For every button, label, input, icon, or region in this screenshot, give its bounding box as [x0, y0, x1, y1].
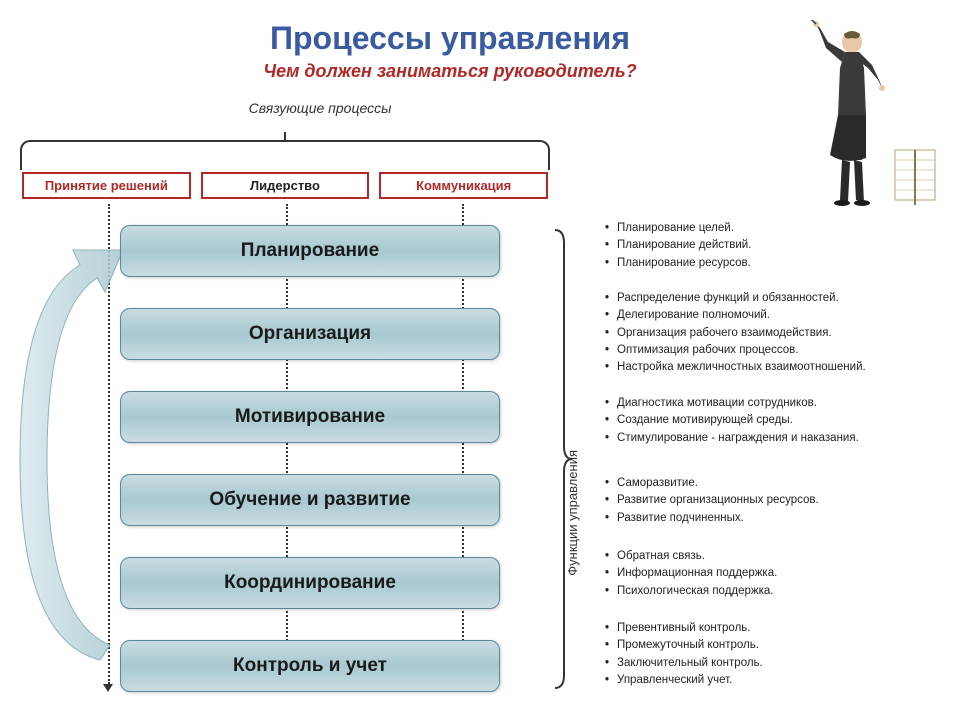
control-box: Контроль и учет	[120, 640, 500, 692]
bullet-item: Развитие организационных ресурсов.	[605, 492, 935, 509]
motivation-bullets: Диагностика мотивации сотрудников.Создан…	[605, 395, 935, 447]
bullet-item: Обратная связь.	[605, 548, 935, 565]
page-title: Процессы управления	[0, 20, 930, 57]
bullet-item: Превентивный контроль.	[605, 620, 935, 637]
arrow-down-1	[103, 684, 113, 692]
organization-box: Организация	[120, 308, 500, 360]
communication-box: Коммуникация	[379, 172, 548, 199]
bullet-item: Распределение функций и обязанностей.	[605, 290, 935, 307]
bullet-item: Организация рабочего взаимодействия.	[605, 325, 935, 342]
training-bullets: Саморазвитие.Развитие организационных ре…	[605, 475, 935, 527]
bullet-item: Заключительный контроль.	[605, 655, 935, 672]
bullet-item: Делегирование полномочий.	[605, 307, 935, 324]
bullet-item: Оптимизация рабочих процессов.	[605, 342, 935, 359]
planning-bullets: Планирование целей.Планирование действий…	[605, 220, 935, 272]
bullet-item: Саморазвитие.	[605, 475, 935, 492]
bullet-item: Управленческий учет.	[605, 672, 935, 689]
cycle-arrow	[5, 240, 135, 680]
bullet-item: Планирование ресурсов.	[605, 255, 935, 272]
bullet-item: Психологическая поддержка.	[605, 583, 935, 600]
motivation-box: Мотивирование	[120, 391, 500, 443]
coordination-box: Координирование	[120, 557, 500, 609]
top-bracket	[20, 140, 550, 170]
control-bullets: Превентивный контроль.Промежуточный конт…	[605, 620, 935, 689]
planning-box: Планирование	[120, 225, 500, 277]
conductor-illustration	[800, 20, 940, 210]
bullet-item: Планирование действий.	[605, 237, 935, 254]
top-process-boxes: Принятие решений Лидерство Коммуникация	[22, 172, 548, 199]
functions-label: Функции управления	[565, 450, 580, 576]
page-subtitle: Чем должен заниматься руководитель?	[0, 61, 930, 82]
decision-making-box: Принятие решений	[22, 172, 191, 199]
coordination-bullets: Обратная связь.Информационная поддержка.…	[605, 548, 935, 600]
bullet-item: Планирование целей.	[605, 220, 935, 237]
bullet-item: Промежуточный контроль.	[605, 637, 935, 654]
organization-bullets: Распределение функций и обязанностей.Дел…	[605, 290, 935, 376]
bullet-item: Развитие подчиненных.	[605, 510, 935, 527]
connecting-processes-label: Связующие процессы	[0, 100, 930, 116]
bullet-item: Настройка межличностных взаимоотношений.	[605, 359, 935, 376]
training-box: Обучение и развитие	[120, 474, 500, 526]
leadership-box: Лидерство	[201, 172, 370, 199]
bullet-item: Информационная поддержка.	[605, 565, 935, 582]
bullet-item: Диагностика мотивации сотрудников.	[605, 395, 935, 412]
bullet-item: Стимулирование - награждения и наказания…	[605, 430, 935, 447]
bullet-item: Создание мотивирующей среды.	[605, 412, 935, 429]
